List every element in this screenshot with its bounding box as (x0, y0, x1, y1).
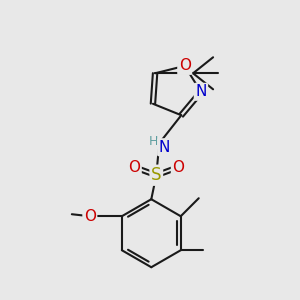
Text: O: O (172, 160, 184, 175)
Text: O: O (84, 209, 96, 224)
Text: S: S (151, 166, 161, 184)
Text: O: O (128, 160, 140, 175)
Text: O: O (179, 58, 191, 74)
Text: H: H (148, 135, 158, 148)
Text: N: N (195, 84, 207, 99)
Text: N: N (159, 140, 170, 155)
